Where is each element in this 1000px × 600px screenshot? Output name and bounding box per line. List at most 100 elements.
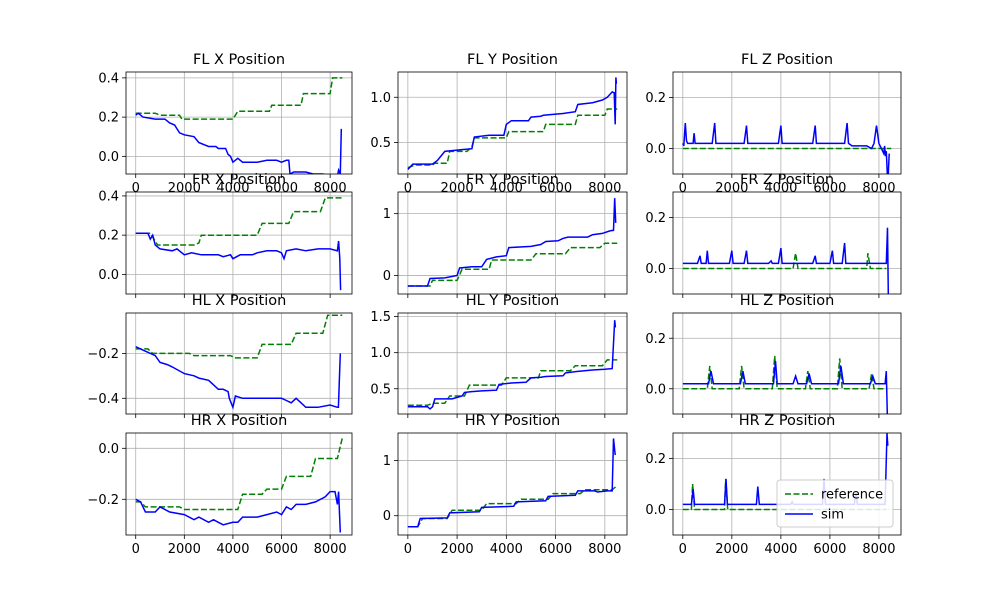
x-tick-label: 0	[132, 542, 140, 557]
subplot-title: FR Y Position	[466, 172, 559, 188]
axes-frame	[125, 432, 353, 536]
x-tick-label: 6000	[813, 542, 846, 557]
axes-frame	[125, 312, 353, 415]
y-tick-label: 0	[383, 269, 391, 284]
x-tick-label: 8000	[862, 542, 895, 557]
plot-area	[126, 433, 352, 535]
x-tick-label: 0	[404, 181, 412, 196]
x-tick-label: 0	[132, 181, 140, 196]
plot-area	[126, 313, 352, 414]
x-tick-label: 6000	[539, 542, 572, 557]
sim-line	[407, 198, 617, 287]
subplot-fr-z-position: 0.0 0.2	[645, 191, 902, 298]
y-tick-label: 0.0	[645, 262, 666, 277]
legend-sim-label: sim	[821, 508, 844, 523]
axes-frame	[397, 71, 628, 175]
legend-reference-label: reference	[821, 488, 883, 503]
y-tick-label: 0.2	[98, 111, 119, 126]
y-tick-label: 0.2	[645, 211, 666, 226]
subplot-fr-y-position: 01	[383, 191, 628, 298]
y-tick-label: 0.0	[645, 142, 666, 157]
x-tick-label: 8000	[314, 542, 347, 557]
x-tick-label: 0	[404, 542, 412, 557]
y-tick-label: 0.2	[645, 91, 666, 106]
subplot-hr-y-position: 0 2000 4000 6000 8000 0 1	[383, 432, 628, 557]
y-tick-label: 0.0	[98, 442, 119, 457]
y-tick-label: 0.0	[98, 268, 119, 283]
y-tick-label: 0.2	[645, 452, 666, 467]
y-tick-label: 1	[383, 207, 391, 222]
x-tick-label: 0	[679, 542, 687, 557]
subplot-hl-z-position: 0.0 0.2	[645, 312, 902, 418]
plot-area	[673, 72, 901, 174]
sim-line	[407, 320, 617, 410]
subplot-title: FL Z Position	[741, 52, 833, 68]
sim-line	[135, 490, 342, 533]
sim-line	[135, 112, 343, 174]
reference-line	[407, 242, 618, 287]
sim-line	[135, 232, 342, 291]
reference-line	[135, 314, 343, 359]
y-tick-label: −0.4	[87, 392, 119, 407]
y-tick-label: 0.0	[98, 150, 119, 165]
reference-line	[135, 77, 343, 120]
x-tick-label: 2000	[168, 542, 201, 557]
legend-box	[776, 479, 894, 528]
axes-frame	[397, 312, 628, 415]
legend: reference sim	[776, 479, 894, 528]
axes-frame	[125, 71, 353, 175]
y-tick-label: 1.5	[370, 310, 391, 325]
y-tick-label: −0.2	[87, 347, 119, 362]
y-tick-label: 0.2	[98, 229, 119, 244]
y-tick-label: 1.0	[370, 346, 391, 361]
plot-area	[673, 313, 901, 414]
x-tick-label: 0	[679, 181, 687, 196]
plot-area	[398, 192, 627, 294]
subplot-title: HR X Position	[191, 413, 288, 429]
plot-area	[126, 72, 352, 174]
y-tick-label: 0.4	[98, 71, 119, 86]
subplot-title: HL Z Position	[740, 293, 835, 309]
plot-area	[398, 433, 627, 535]
x-tick-label: 2000	[441, 542, 474, 557]
y-tick-label: 0.0	[645, 382, 666, 397]
subplot-title: HL Y Position	[466, 293, 560, 309]
plot-area	[673, 192, 901, 294]
axes-frame	[397, 191, 628, 295]
subplot-title: FL Y Position	[467, 52, 558, 68]
reference-line	[135, 437, 344, 511]
subplot-fr-x-position: 0.0 0.2 0.4	[98, 189, 353, 298]
y-tick-label: 1	[383, 454, 391, 469]
axes-frame	[125, 191, 353, 295]
x-tick-label: 4000	[764, 542, 797, 557]
y-tick-label: −0.2	[87, 493, 119, 508]
y-tick-label: 0.0	[645, 503, 666, 518]
sim-line	[407, 438, 616, 528]
y-tick-label: 0.5	[370, 136, 391, 151]
subplot-title: HL X Position	[192, 293, 287, 309]
subplot-title: HR Y Position	[465, 413, 561, 429]
y-tick-label: 0.2	[645, 332, 666, 347]
reference-line	[135, 197, 343, 246]
x-tick-label: 8000	[588, 542, 621, 557]
plot-area	[398, 313, 627, 414]
axes-frame	[672, 71, 902, 175]
y-tick-label: 0.4	[98, 189, 119, 204]
reference-line	[682, 355, 887, 390]
plot-area	[398, 72, 627, 174]
subplot-title: HR Z Position	[739, 413, 836, 429]
x-tick-label: 2000	[715, 542, 748, 557]
y-tick-label: 1.0	[370, 91, 391, 106]
sim-line	[682, 122, 890, 174]
subplot-hl-y-position: 0.5 1.0 1.5	[370, 310, 628, 418]
axes-frame	[672, 432, 902, 536]
plot-area	[126, 192, 352, 294]
axes-frame	[397, 432, 628, 536]
x-tick-label: 4000	[216, 542, 249, 557]
subplot-hr-x-position: 0 2000 4000 6000 8000 −0.2 0.0	[87, 432, 353, 557]
sim-line	[135, 346, 342, 410]
